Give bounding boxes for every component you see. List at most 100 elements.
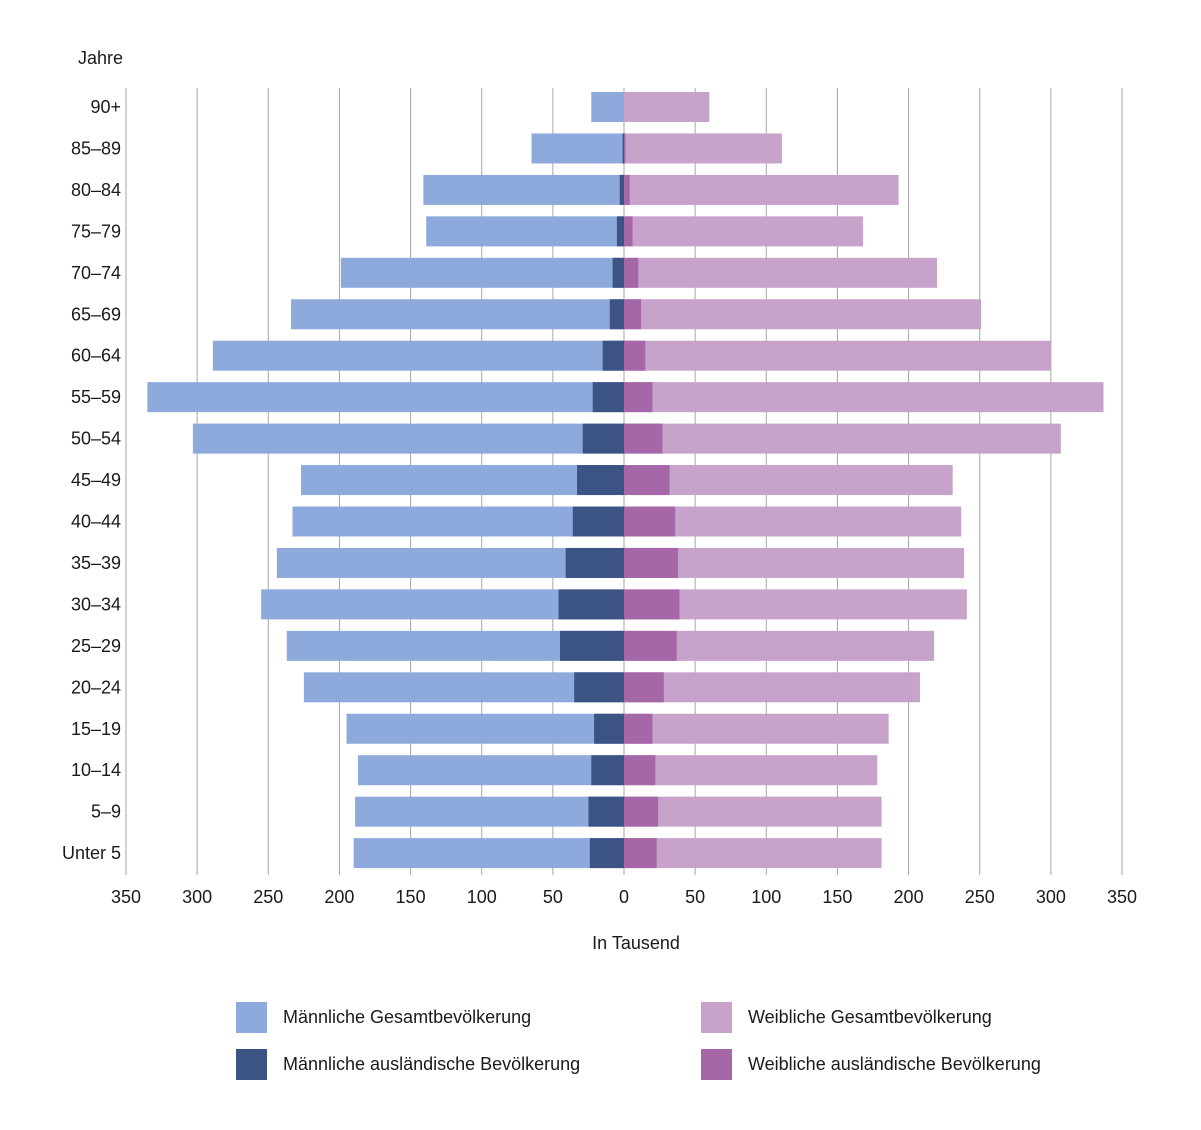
x-axis-title: In Tausend — [592, 933, 680, 953]
legend-item-female-total: Weibliche Gesamtbevölkerung — [701, 1002, 992, 1033]
bar-male-total — [531, 133, 624, 164]
y-tick-label: 85–89 — [71, 138, 121, 158]
bar-male-foreign — [589, 838, 624, 869]
bar-male-foreign — [558, 589, 624, 620]
legend-label-female-foreign: Weibliche ausländische Bevölkerung — [748, 1054, 1041, 1074]
bar-female-total — [624, 755, 878, 786]
bar-male-total — [346, 713, 624, 744]
bar-female-total — [624, 257, 938, 288]
bar-male-total — [591, 92, 624, 122]
y-axis-title: Jahre — [78, 48, 123, 68]
bar-female-total — [624, 838, 882, 869]
y-tick-label: 70–74 — [71, 263, 121, 283]
x-tick-label: 100 — [751, 887, 781, 907]
bar-male-total — [147, 382, 625, 413]
bar-female-foreign — [624, 713, 653, 744]
y-tick-label: 90+ — [90, 97, 121, 117]
x-tick-label: 100 — [467, 887, 497, 907]
legend-swatch-female-foreign — [701, 1049, 732, 1080]
x-tick-label: 0 — [619, 887, 629, 907]
bar-female-total — [624, 382, 1104, 413]
bar-female-foreign — [624, 257, 639, 288]
bar-male-total — [426, 216, 624, 247]
legend-label-male-foreign: Männliche ausländische Bevölkerung — [283, 1054, 581, 1074]
bar-female-total — [624, 133, 782, 164]
y-tick-label: 45–49 — [71, 470, 121, 490]
x-tick-labels: 350 300 250 200 150 100 50 0 50 100 150 200 250 300 35… — [111, 887, 1137, 907]
y-tick-label: 40–44 — [71, 512, 121, 532]
bar-female-total — [624, 216, 864, 247]
bar-female-foreign — [624, 672, 664, 703]
bar-male-total — [301, 465, 624, 496]
bar-male-total — [292, 506, 624, 537]
bar-male-foreign — [559, 630, 624, 661]
x-tick-label: 250 — [965, 887, 995, 907]
bar-female-foreign — [624, 755, 656, 786]
bar-female-foreign — [624, 630, 677, 661]
bar-male-foreign — [619, 174, 624, 205]
bar-male-foreign — [592, 382, 624, 413]
y-tick-labels: 90+ 85–89 80–84 75–79 70–74 65–69 60–64 55–59 50… — [62, 97, 121, 863]
bar-female-foreign — [624, 796, 659, 827]
bar-male-foreign — [574, 672, 624, 703]
legend-label-female-total: Weibliche Gesamtbevölkerung — [748, 1007, 992, 1027]
bar-male-foreign — [602, 340, 624, 371]
bar-female-foreign — [624, 133, 626, 164]
bar-female-foreign — [624, 299, 642, 330]
bar-male-foreign — [588, 796, 624, 827]
bar-male-foreign — [565, 547, 624, 578]
bar-male-total — [423, 174, 624, 205]
bar-male-total — [192, 423, 625, 454]
bar-female-total — [624, 174, 899, 205]
bar-male-total — [357, 755, 624, 786]
bar-male-total — [353, 838, 624, 869]
bar-male-foreign — [577, 465, 624, 496]
y-tick-label: 65–69 — [71, 304, 121, 324]
x-tick-label: 200 — [894, 887, 924, 907]
y-tick-label: 25–29 — [71, 636, 121, 656]
legend-item-female-foreign: Weibliche ausländische Bevölkerung — [701, 1049, 1041, 1080]
y-tick-label: 10–14 — [71, 760, 121, 780]
y-tick-label: 75–79 — [71, 221, 121, 241]
legend-swatch-male-total — [236, 1002, 267, 1033]
bar-male-total — [303, 672, 624, 703]
y-tick-label: 15–19 — [71, 719, 121, 739]
bars — [147, 92, 1104, 869]
bar-female-total — [624, 340, 1051, 371]
bar-female-foreign — [624, 547, 679, 578]
bar-male-total — [340, 257, 624, 288]
y-tick-label: 20–24 — [71, 677, 121, 697]
bar-male-foreign — [622, 133, 624, 164]
legend-swatch-female-total — [701, 1002, 732, 1033]
x-tick-label: 300 — [1036, 887, 1066, 907]
bar-male-total — [212, 340, 624, 371]
x-tick-label: 300 — [182, 887, 212, 907]
bar-female-total — [624, 299, 982, 330]
x-tick-label: 350 — [1107, 887, 1137, 907]
bar-female-total — [624, 713, 889, 744]
legend-item-male-foreign: Männliche ausländische Bevölkerung — [236, 1049, 580, 1080]
bar-female-total — [624, 92, 710, 122]
x-tick-label: 50 — [543, 887, 563, 907]
x-tick-label: 150 — [396, 887, 426, 907]
bar-male-foreign — [594, 713, 624, 744]
bar-female-foreign — [624, 589, 680, 620]
x-tick-label: 200 — [324, 887, 354, 907]
bar-female-foreign — [624, 423, 663, 454]
bar-male-foreign — [616, 216, 624, 247]
y-tick-label: 55–59 — [71, 387, 121, 407]
bar-female-total — [624, 465, 953, 496]
bar-female-total — [624, 589, 967, 620]
bar-male-foreign — [609, 299, 624, 330]
bar-female-total — [624, 423, 1061, 454]
y-tick-label: 50–54 — [71, 429, 121, 449]
y-tick-label: 60–64 — [71, 346, 121, 366]
x-tick-label: 350 — [111, 887, 141, 907]
x-tick-label: 150 — [822, 887, 852, 907]
bar-female-total — [624, 506, 962, 537]
x-tick-label: 250 — [253, 887, 283, 907]
bar-male-total — [291, 299, 624, 330]
x-tick-label: 50 — [685, 887, 705, 907]
bar-female-total — [624, 547, 965, 578]
